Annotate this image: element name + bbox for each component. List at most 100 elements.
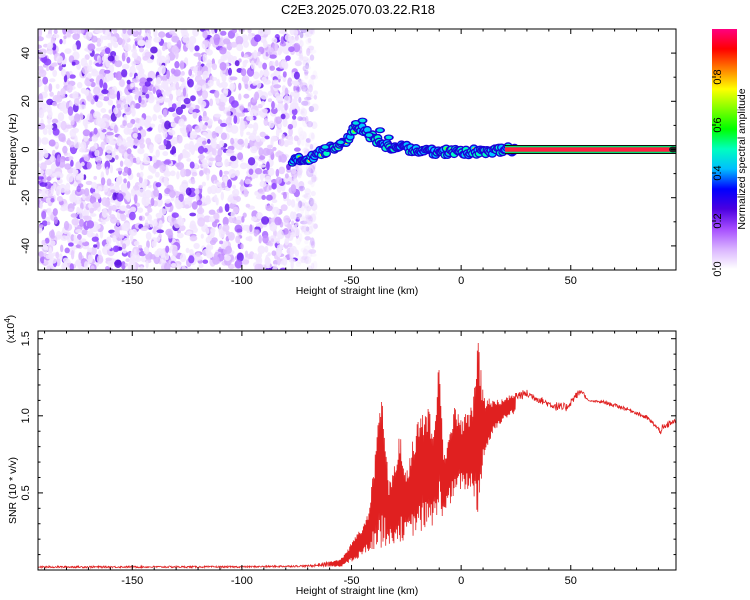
noise-blob [239,123,246,132]
noise-blob [305,138,311,147]
noise-blob [112,235,117,243]
noise-blob [303,147,308,152]
noise-blob [297,169,302,179]
noise-blob [267,252,271,257]
noise-blob [152,86,156,94]
noise-blob [38,251,44,258]
noise-blob [221,181,226,188]
noise-blob [109,214,116,220]
noise-blob [185,127,190,134]
noise-blob [293,29,299,37]
noise-blob [58,133,66,142]
noise-blob [59,38,63,45]
noise-blob [188,69,193,76]
noise-blob [104,47,111,54]
noise-blob [299,56,308,65]
noise-blob [298,50,303,59]
noise-blob [230,41,238,48]
noise-blob [72,33,80,40]
noise-blob [297,56,304,61]
noise-blob [119,205,127,212]
x-tick-label: -100 [231,575,253,587]
noise-blob [189,161,195,169]
noise-blob [271,37,278,44]
noise-blob [239,105,245,111]
noise-blob [252,81,257,86]
noise-blob [247,157,256,166]
noise-blob [284,141,289,147]
noise-blob [139,266,144,270]
noise-blob [306,167,314,178]
noise-blob [117,37,123,46]
noise-blob [67,106,74,116]
noise-blob [305,255,309,264]
noise-blob [163,160,172,165]
noise-blob [252,253,258,260]
noise-blob [96,240,100,250]
noise-blob [209,184,218,195]
noise-blob [200,233,204,239]
noise-blob [41,137,49,145]
noise-blob [92,201,101,208]
noise-blob [230,155,237,162]
noise-blob [38,176,44,180]
noise-blob [109,164,113,174]
noise-blob [310,200,317,207]
noise-blob [299,81,304,89]
noise-blob [184,57,189,65]
noise-blob [299,116,306,122]
noise-blob [146,240,150,249]
noise-blob [247,235,253,242]
noise-blob [62,145,68,154]
noise-blob [220,191,224,201]
noise-blob [309,240,316,248]
noise-blob [296,255,304,264]
noise-blob [46,98,54,106]
noise-blob [243,93,250,99]
noise-blob [156,236,161,242]
noise-blob [79,218,84,227]
noise-blob [302,252,307,257]
noise-blob [302,118,310,128]
spectrogram-y-ticks: -40 -20 0 20 40 [20,28,676,271]
noise-blob [308,78,315,88]
noise-blob [84,54,90,60]
noise-blob [219,47,227,55]
noise-blob [158,144,167,150]
noise-blob [197,217,206,227]
noise-blob [305,62,310,70]
noise-blob [263,39,268,49]
noise-blob [238,29,244,32]
noise-blob [266,264,270,269]
noise-blob [72,43,77,52]
noise-blob [262,234,269,244]
noise-blob [229,76,238,81]
noise-blob [50,240,56,246]
noise-blob [152,218,158,227]
noise-blob [303,100,311,107]
noise-blob [163,176,168,184]
noise-blob [309,143,314,150]
noise-blob [75,229,83,233]
noise-blob [209,36,215,45]
noise-blob [87,43,96,51]
noise-blob [268,242,274,247]
noise-blob [123,178,127,184]
noise-blob [141,196,147,206]
noise-blob [244,250,249,257]
noise-blob [139,143,145,149]
noise-blob [304,188,311,195]
noise-blob [151,155,157,164]
noise-blob [101,197,108,207]
noise-blob [159,165,166,173]
noise-blob [132,185,140,191]
noise-blob [46,221,51,226]
noise-blob [142,84,149,94]
noise-blob [297,127,304,136]
noise-blob [123,159,132,166]
noise-blob [225,245,233,254]
noise-blob [195,252,201,258]
noise-blob [139,77,147,84]
noise-blob [301,116,307,122]
noise-blob [179,127,184,132]
